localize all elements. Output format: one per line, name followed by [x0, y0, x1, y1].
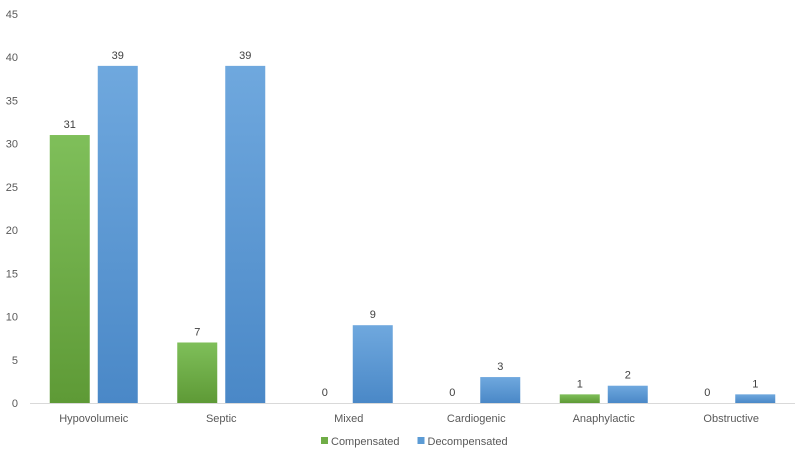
legend-label-compensated: Compensated [331, 436, 400, 448]
legend-swatch-compensated [321, 437, 328, 444]
y-tick-label-0: 0 [12, 398, 18, 410]
y-tick-label-30: 30 [6, 139, 18, 151]
x-category-label-obstructive: Obstructive [703, 413, 759, 425]
data-label-cardiogenic-decompensated: 3 [497, 361, 503, 373]
bar-septic-compensated [177, 342, 218, 403]
legend-swatch-decompensated [417, 437, 425, 444]
data-label-hypovolumeic-compensated: 31 [64, 119, 76, 131]
data-label-mixed-compensated: 0 [322, 387, 328, 399]
bars [49, 65, 776, 403]
y-tick-label-25: 25 [6, 182, 18, 194]
x-category-label-septic: Septic [206, 413, 237, 425]
x-category-label-anaphylactic: Anaphylactic [573, 413, 636, 425]
data-label-anaphylactic-decompensated: 2 [625, 370, 631, 382]
data-label-obstructive-compensated: 0 [704, 387, 710, 399]
y-tick-label-40: 40 [6, 52, 18, 64]
bar-cardiogenic-decompensated [480, 377, 521, 403]
y-tick-label-45: 45 [6, 9, 18, 21]
bar-obstructive-decompensated [735, 394, 776, 403]
x-category-label-mixed: Mixed [334, 413, 363, 425]
x-category-label-hypovolumeic: Hypovolumeic [59, 413, 129, 425]
bar-hypovolumeic-decompensated [97, 65, 138, 403]
legend: Compensated Decompensated [321, 436, 508, 448]
data-label-hypovolumeic-decompensated: 39 [112, 50, 124, 62]
y-tick-label-10: 10 [6, 312, 18, 324]
y-tick-label-5: 5 [12, 355, 18, 367]
bar-septic-decompensated [225, 65, 266, 403]
x-category-label-cardiogenic: Cardiogenic [447, 413, 506, 425]
data-label-septic-decompensated: 39 [239, 50, 251, 62]
data-label-obstructive-decompensated: 1 [752, 378, 758, 390]
x-axis: Hypovolumeic Septic Mixed Cardiogenic Anaphy… [59, 413, 759, 425]
legend-label-decompensated: Decompensated [428, 436, 508, 448]
y-tick-label-35: 35 [6, 95, 18, 107]
data-label-septic-compensated: 7 [194, 326, 200, 338]
bar-mixed-decompensated [352, 325, 393, 403]
y-tick-label-15: 15 [6, 268, 18, 280]
y-axis: 0 5 10 15 20 25 30 35 40 45 [6, 9, 18, 410]
bar-anaphylactic-compensated [559, 394, 600, 403]
data-label-anaphylactic-compensated: 1 [577, 378, 583, 390]
data-label-mixed-decompensated: 9 [370, 309, 376, 321]
data-label-cardiogenic-compensated: 0 [449, 387, 455, 399]
bar-hypovolumeic-compensated [49, 135, 90, 403]
y-tick-label-20: 20 [6, 225, 18, 237]
bar-anaphylactic-decompensated [607, 385, 648, 403]
